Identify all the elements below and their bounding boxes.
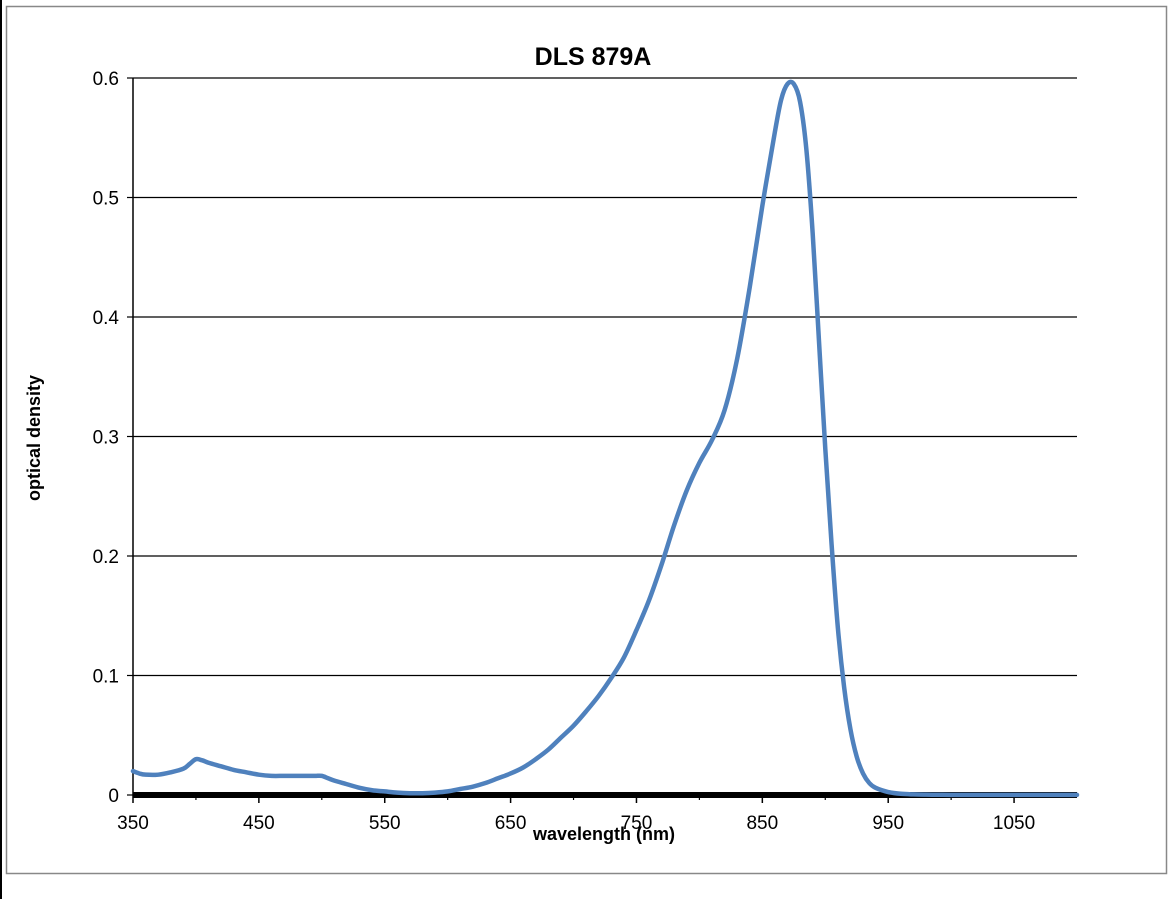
x-tick-label-7: 1050	[993, 813, 1035, 834]
y-tick-label-1: 0.1	[93, 667, 119, 688]
y-axis-title: optical density	[24, 375, 44, 501]
x-tick-label-5: 850	[746, 813, 778, 834]
x-axis-title: wavelength (nm)	[532, 824, 675, 844]
series-line-0	[130, 79, 1080, 798]
y-tick-label-2: 0.2	[93, 547, 119, 568]
x-tick-label-0: 350	[117, 813, 149, 834]
y-tick-labels: 0 0.1 0.2 0.3 0.4 0.5 0.6	[93, 69, 120, 807]
y-tick-label-5: 0.5	[93, 189, 119, 210]
x-tick-label-1: 450	[243, 813, 275, 834]
chart-title: DLS 879A	[535, 43, 652, 71]
chart-border	[5, 5, 1168, 875]
x-tick-label-4: 750	[621, 813, 653, 834]
x-tick-label-3: 650	[495, 813, 527, 834]
y-tick-label-3: 0.3	[93, 428, 119, 449]
y-tick-label-4: 0.4	[93, 308, 120, 329]
series-layer	[130, 79, 1080, 798]
x-tick-label-2: 550	[369, 813, 401, 834]
x-tick-label-6: 950	[872, 813, 904, 834]
y-tick-label-0: 0	[108, 786, 119, 807]
x-tick-labels: 350 450 550 650 750 850 950 1050	[117, 813, 1035, 834]
grid-layer	[133, 77, 1077, 677]
y-tick-label-6: 0.6	[93, 69, 119, 90]
